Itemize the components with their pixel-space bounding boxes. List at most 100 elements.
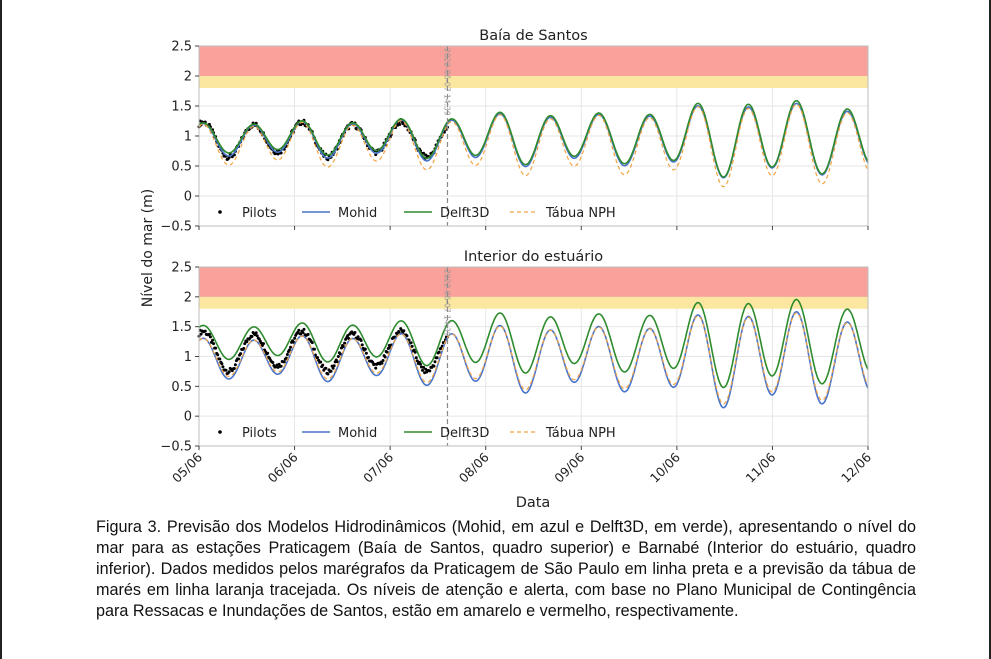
data-point-pilots (254, 331, 258, 335)
data-point-pilots (221, 365, 225, 369)
y-tick-label: 2 (184, 290, 192, 305)
y-tick-label: 0.5 (171, 160, 192, 175)
y-tick-label: 2 (184, 70, 192, 85)
band-atenção (199, 296, 868, 309)
data-point-pilots (410, 344, 414, 348)
data-point-pilots (233, 363, 237, 367)
legend-label: Tábua NPH (545, 426, 616, 441)
data-point-pilots (285, 352, 289, 356)
data-point-pilots (380, 361, 384, 365)
data-point-pilots (316, 356, 320, 360)
panel-title: Interior do estuário (464, 249, 603, 265)
forecast-start-label: 2022-06-07 14:39 (442, 48, 451, 116)
data-point-pilots (250, 335, 254, 339)
legend-label: Mohid (338, 426, 377, 441)
y-tick-label: 0 (184, 410, 192, 425)
data-point-pilots (288, 345, 292, 349)
y-tick-label: 2.5 (171, 40, 192, 55)
series-delft3d (198, 99, 869, 178)
data-point-pilots (371, 360, 375, 364)
data-point-pilots (405, 334, 409, 338)
legend-label: Delft3D (440, 206, 489, 221)
data-point-pilots (293, 336, 297, 340)
forecast-start-label: 2022-06-07 14:39 (442, 269, 451, 337)
data-point-pilots (363, 347, 367, 351)
data-point-pilots (227, 370, 231, 374)
chart-panel-1: 2022-06-07 14:39 Baía de Santos 2.5 2 1.5 1 0.… (160, 28, 869, 235)
data-point-pilots (212, 342, 216, 346)
y-tick-label: 1.5 (171, 320, 192, 335)
figure-caption: Figura 3. Previsão dos Modelos Hidrodinâ… (96, 518, 916, 620)
data-point-pilots (437, 350, 441, 354)
data-point-pilots (418, 362, 422, 366)
data-point-pilots (360, 343, 364, 347)
y-tick-label: 2.5 (171, 261, 192, 276)
data-point-pilots (366, 355, 370, 359)
y-tick-label: 0 (184, 190, 192, 205)
legend: Pilots Mohid Delft3D Tábua NPH (218, 206, 616, 221)
data-point-pilots (398, 122, 402, 126)
data-point-pilots (359, 339, 363, 343)
data-point-pilots (343, 341, 347, 345)
y-tick-label: −0.5 (160, 440, 192, 455)
data-point-pilots (271, 361, 275, 365)
data-point-pilots (237, 357, 241, 361)
data-point-pilots (297, 328, 301, 332)
data-point-pilots (332, 364, 336, 368)
series-t-bua-nph (198, 103, 869, 188)
data-point-pilots (301, 331, 305, 335)
x-tick-label: 08/06 (456, 449, 492, 485)
data-point-pilots (321, 363, 325, 367)
legend-marker-pilots (218, 210, 222, 214)
band-alerta (199, 46, 868, 76)
data-point-pilots (422, 151, 426, 155)
series-pilots (197, 327, 449, 376)
data-point-pilots (346, 334, 350, 338)
data-point-pilots (224, 368, 228, 372)
legend-label: Tábua NPH (545, 206, 616, 221)
data-point-pilots (326, 372, 330, 376)
x-tick-label: 12/06 (838, 449, 874, 485)
data-point-pilots (312, 347, 316, 351)
band-atenção (199, 76, 868, 88)
y-tick-label: 1 (184, 350, 192, 365)
legend-label: Delft3D (440, 426, 489, 441)
chart-panel-2: 2022-06-07 14:39 Interior do estuário 2.5 2… (160, 249, 874, 486)
data-point-pilots (329, 369, 333, 373)
data-point-pilots (287, 348, 291, 352)
legend: Pilots Mohid Delft3D Tábua NPH (218, 426, 616, 441)
band-alerta (199, 267, 868, 297)
y-tick-label: 1.5 (171, 100, 192, 115)
data-point-pilots (319, 360, 323, 364)
data-point-pilots (428, 369, 432, 373)
data-point-pilots (255, 334, 259, 338)
data-point-pilots (245, 340, 249, 344)
data-point-pilots (422, 365, 426, 369)
data-point-pilots (279, 364, 283, 368)
data-point-pilots (407, 338, 411, 342)
data-point-pilots (310, 341, 314, 345)
data-point-pilots (402, 329, 406, 333)
data-point-pilots (435, 356, 439, 360)
legend-label: Mohid (338, 206, 377, 221)
series-delft3d (198, 298, 869, 389)
y-tick-label: 1 (184, 130, 192, 145)
data-point-pilots (302, 327, 306, 331)
data-point-pilots (336, 355, 340, 359)
legend-label: Pilots (242, 206, 277, 221)
data-point-pilots (374, 366, 378, 370)
data-point-pilots (413, 350, 417, 354)
x-tick-label: 06/06 (265, 449, 301, 485)
y-tick-label: −0.5 (160, 220, 192, 235)
legend-marker-pilots (218, 430, 222, 434)
data-point-pilots (266, 351, 270, 355)
data-point-pilots (199, 332, 203, 336)
x-tick-label: 07/06 (360, 449, 396, 485)
x-tick-label: 05/06 (169, 449, 205, 485)
data-point-pilots (218, 357, 222, 361)
page-border-right (989, 0, 991, 659)
data-point-pilots (242, 346, 246, 350)
data-point-pilots (208, 335, 212, 339)
data-point-pilots (284, 356, 288, 360)
data-point-pilots (279, 151, 283, 155)
